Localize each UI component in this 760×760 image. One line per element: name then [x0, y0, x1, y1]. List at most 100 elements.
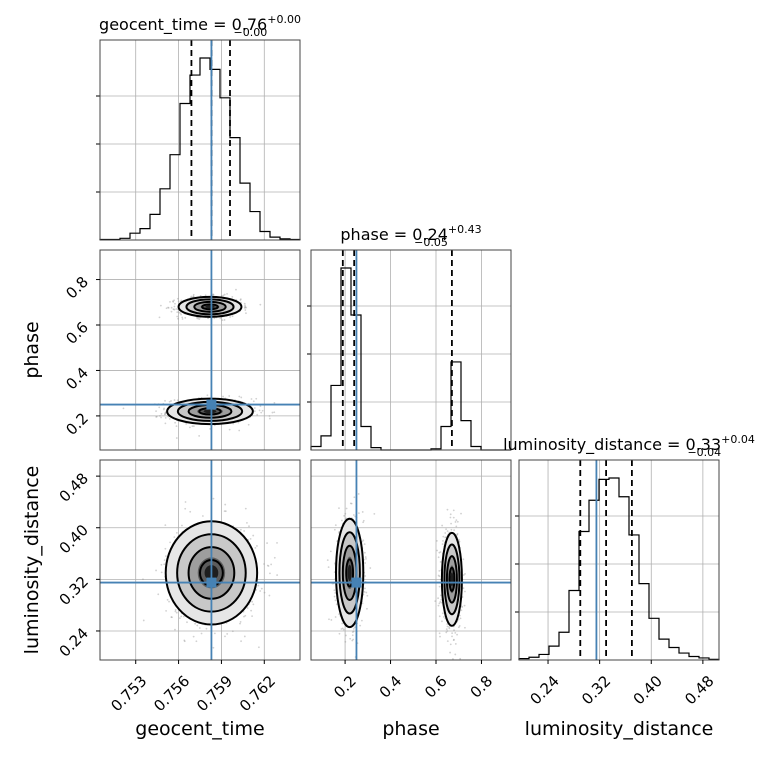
panel-content	[311, 460, 511, 660]
sample-point	[237, 421, 240, 424]
y-tick-label: 0.40	[56, 521, 92, 557]
contour-line	[448, 566, 456, 592]
sample-point	[212, 293, 215, 296]
x-tick-label: 0.32	[578, 672, 614, 708]
x-tick-label: 0.40	[630, 672, 666, 708]
sample-point	[352, 514, 355, 516]
sample-point	[333, 595, 336, 598]
sample-point	[248, 525, 250, 528]
sample-point	[243, 615, 245, 618]
sample-point	[240, 396, 243, 399]
sample-point	[249, 538, 252, 540]
sample-point	[174, 628, 176, 631]
sample-point	[327, 566, 330, 569]
sample-point	[269, 572, 271, 575]
x-axis-label-luminosity_distance: luminosity_distance	[525, 718, 714, 740]
x-tick-label: 0.24	[526, 672, 562, 708]
sample-point	[441, 620, 443, 623]
sample-point	[239, 528, 242, 531]
sample-point	[442, 539, 444, 542]
sample-point	[258, 409, 261, 412]
sample-point	[329, 550, 332, 553]
sample-point	[219, 317, 222, 320]
sample-point	[238, 429, 241, 432]
sample-point	[350, 502, 353, 505]
sample-point	[338, 507, 340, 510]
sample-point	[159, 414, 161, 417]
y-tick-label: 0.24	[56, 624, 92, 660]
sample-point	[244, 306, 247, 308]
sample-point	[160, 563, 163, 566]
sample-point	[267, 565, 270, 567]
sample-point	[444, 532, 447, 534]
title-lower-error: −0.04	[687, 446, 721, 459]
sample-point	[352, 627, 355, 630]
sample-point	[250, 398, 253, 400]
sample-point	[361, 602, 364, 605]
sample-point	[198, 318, 201, 321]
sample-point	[182, 615, 185, 618]
sample-point	[155, 569, 157, 572]
sample-point	[454, 653, 457, 656]
sample-point	[164, 411, 167, 414]
sample-point	[455, 519, 458, 522]
panel-frame	[310, 249, 512, 451]
x-tick-label: 0.2	[330, 672, 360, 702]
panel-geocent_time-vs-luminosity_distance	[99, 459, 301, 661]
sample-point	[276, 574, 279, 576]
x-tick-label: 0.48	[681, 672, 717, 708]
sample-point	[452, 658, 454, 660]
sample-point	[446, 508, 449, 511]
sample-point	[462, 574, 465, 576]
sample-point	[175, 308, 178, 310]
sample-point	[440, 601, 443, 604]
title-value: phase = 0.24	[340, 225, 447, 244]
sample-point	[328, 618, 330, 621]
sample-point	[344, 640, 347, 643]
sample-point	[167, 306, 169, 309]
sample-point	[192, 293, 195, 296]
x-tick-label: 0.756	[150, 672, 193, 715]
sample-point	[228, 428, 231, 431]
sample-point	[212, 646, 215, 649]
sample-point	[352, 630, 355, 633]
sample-point	[438, 551, 441, 554]
sample-point	[364, 556, 367, 558]
sample-point	[362, 539, 365, 542]
sample-point	[449, 513, 452, 516]
sample-point	[342, 628, 345, 631]
sample-point	[226, 633, 229, 635]
sample-point	[450, 522, 452, 525]
sample-point	[439, 601, 442, 603]
sample-point	[224, 510, 227, 513]
sample-point	[260, 587, 263, 590]
sample-point	[266, 564, 269, 567]
sample-point	[239, 621, 242, 623]
sample-point	[453, 638, 455, 641]
sample-point	[452, 516, 455, 519]
sample-point	[446, 640, 449, 643]
sample-point	[250, 609, 253, 612]
sample-point	[174, 608, 177, 611]
density-level	[347, 564, 352, 582]
sample-point	[251, 600, 254, 603]
sample-point	[276, 542, 278, 544]
sample-point	[192, 635, 195, 638]
sample-point	[168, 600, 170, 603]
sample-point	[163, 413, 166, 416]
sample-point	[186, 621, 188, 624]
sample-point	[231, 630, 234, 633]
sample-point	[173, 399, 176, 401]
sample-point	[438, 602, 441, 605]
sample-point	[201, 515, 204, 517]
y-axis-label-phase: phase	[21, 321, 43, 378]
sample-point	[223, 319, 226, 321]
sample-point	[206, 394, 209, 397]
sample-point	[252, 400, 255, 403]
sample-point	[454, 643, 457, 645]
sample-point	[163, 563, 166, 566]
sample-point	[196, 624, 199, 627]
sample-point	[167, 306, 170, 309]
sample-point	[338, 632, 341, 635]
sample-point	[184, 501, 187, 503]
